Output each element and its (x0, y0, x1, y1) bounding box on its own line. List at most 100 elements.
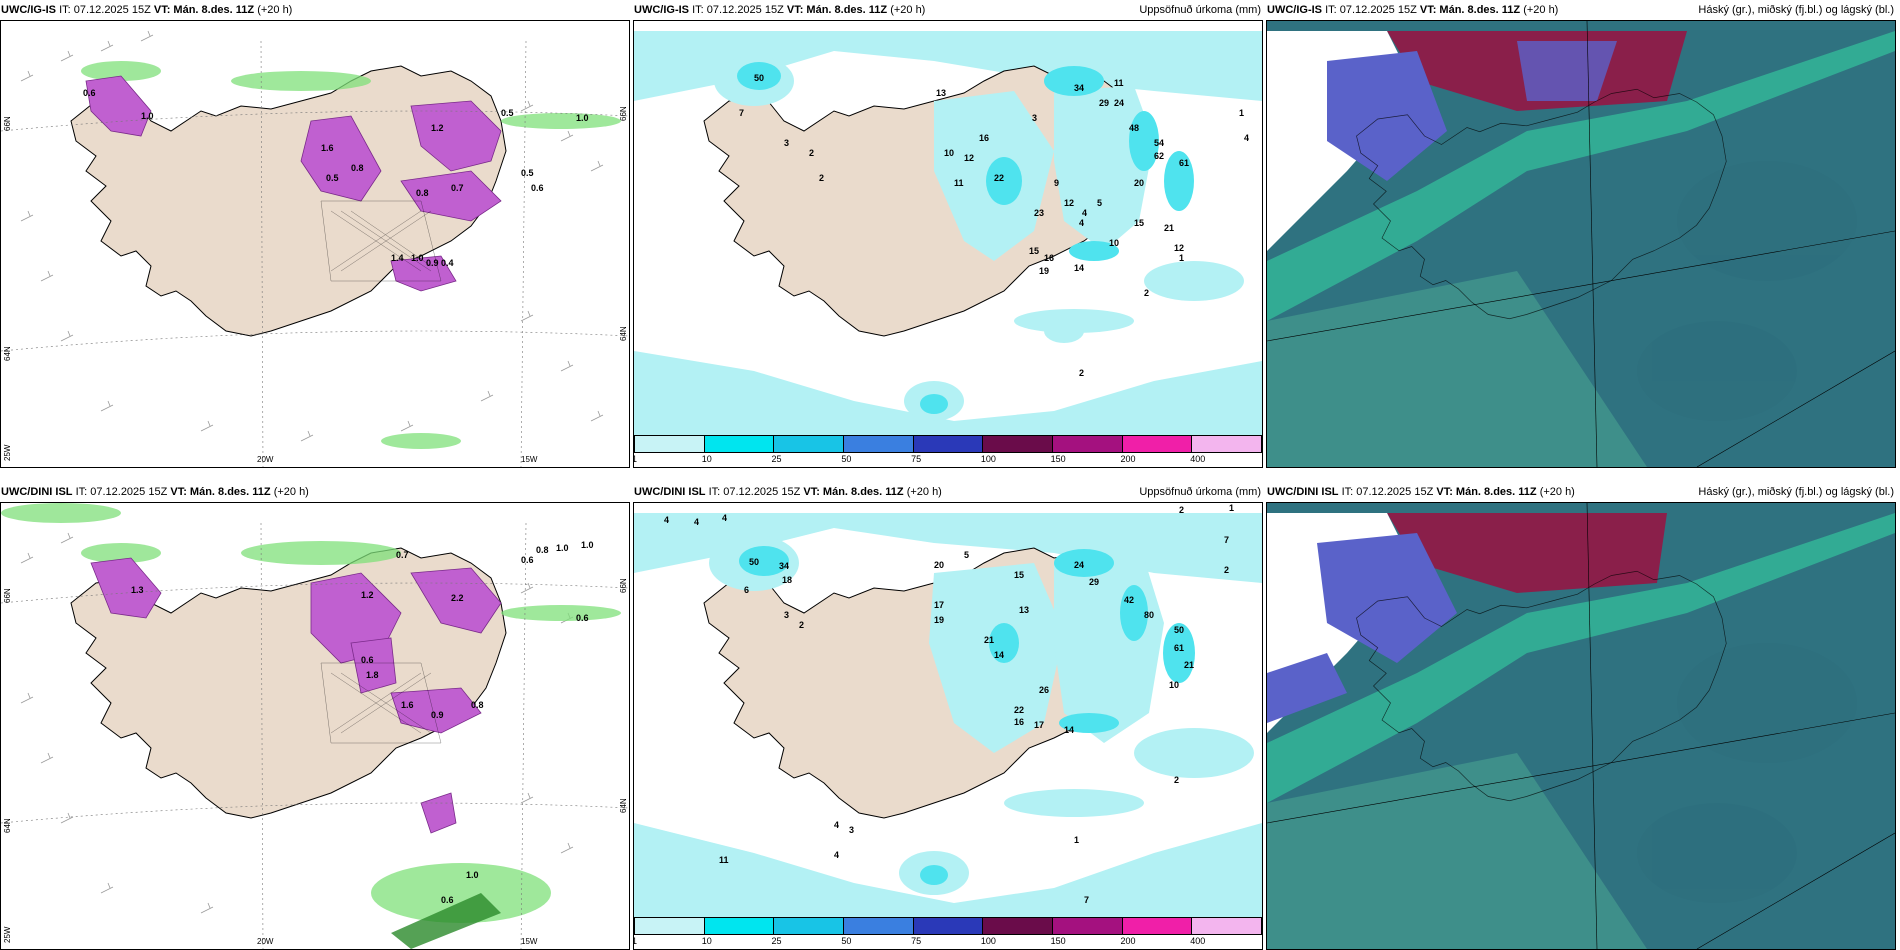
snow-value: 0.5 (521, 168, 534, 178)
snow-value: 1.0 (411, 253, 424, 263)
snow-value: 1.0 (466, 870, 479, 880)
lat-label-right: 64N (619, 798, 628, 813)
snow-value: 0.7 (396, 550, 409, 560)
panel-dini-wind: UWC/DINI ISL IT: 07.12.2025 15Z VT: Mán.… (0, 482, 630, 950)
precip-value: 12 (964, 153, 974, 163)
snow-value: 0.5 (501, 108, 514, 118)
precip-value: 17 (1034, 720, 1044, 730)
snow-value: 1.6 (401, 700, 414, 710)
colorbar-tick: 75 (911, 936, 922, 946)
precip-value: 1 (1239, 108, 1244, 118)
colorbar: 1 10 25 50 75 100 150 200 400 (634, 917, 1262, 949)
colorbar-tick: 1 (634, 454, 637, 464)
precip-value: 4 (1082, 208, 1087, 218)
precip-value: 50 (754, 73, 764, 83)
colorbar-swatch (1053, 918, 1123, 934)
snow-value: 0.6 (83, 88, 96, 98)
precip-value: 21 (1164, 223, 1174, 233)
lat-label-right: 66N (619, 106, 628, 121)
precip-value: 4 (664, 515, 669, 525)
lon-label: 20W (257, 455, 274, 464)
colorbar-swatch (983, 436, 1054, 452)
precip-value: 10 (1109, 238, 1119, 248)
colorbar-swatch (1053, 436, 1123, 452)
precip-value: 16 (1014, 717, 1024, 727)
precip-value: 2 (1179, 505, 1184, 515)
map-frame: 0.6 1.0 0.8 1.0 1.2 2.2 1.3 0.6 1.8 0.9 … (0, 502, 630, 950)
colorbar-tick: 400 (1190, 936, 1206, 946)
snow-value: 1.0 (141, 111, 154, 121)
precip-value: 4 (834, 820, 839, 830)
precip-value: 14 (1064, 725, 1074, 735)
precip-value: 20 (1134, 178, 1144, 188)
precip-value: 3 (784, 610, 789, 620)
panel-ig-clouds: UWC/IG-IS IT: 07.12.2025 15Z VT: Mán. 8.… (1266, 0, 1896, 468)
snow-value: 0.6 (521, 555, 534, 565)
precip-value: 21 (1184, 660, 1194, 670)
colorbar-tick: 10 (701, 454, 712, 464)
map-frame (1266, 20, 1896, 468)
map-frame: 4 4 4 50 34 18 6 3 2 20 5 15 24 29 42 17… (633, 502, 1263, 950)
snow-value: 0.7 (451, 183, 464, 193)
precip-value: 3 (1032, 113, 1037, 123)
wind-snow-map: 0.6 1.0 1.6 0.8 1.2 0.5 0.5 1.0 0.8 0.7 … (1, 21, 629, 467)
panel-ig-wind: UWC/IG-IS IT: 07.12.2025 15Z VT: Mán. 8.… (0, 0, 630, 468)
panel-title: UWC/IG-IS IT: 07.12.2025 15Z VT: Mán. 8.… (1, 4, 293, 16)
precip-value: 11 (954, 178, 964, 188)
precip-value: 10 (944, 148, 954, 158)
clouds-map (1267, 21, 1895, 467)
colorbar-swatch (913, 918, 984, 934)
precip-value: 7 (739, 108, 744, 118)
lon-label: 15W (521, 937, 538, 946)
colorbar-swatch (635, 918, 705, 934)
panel-subtitle: Uppsöfnuð úrkoma (mm) (1139, 4, 1261, 16)
colorbar-swatch (704, 436, 775, 452)
colorbar-swatch (1122, 918, 1193, 934)
precip-value: 42 (1124, 595, 1134, 605)
snow-value: 0.6 (576, 613, 589, 623)
precip-value: 2 (1224, 565, 1229, 575)
precip-value: 1 (1179, 253, 1184, 263)
precip-value: 16 (1044, 253, 1054, 263)
lat-label: 66N (3, 116, 12, 131)
precip-value: 12 (1064, 198, 1074, 208)
precip-value: 1 (1074, 835, 1079, 845)
panel-title: UWC/DINI ISL IT: 07.12.2025 15Z VT: Mán.… (1267, 486, 1575, 498)
precip-value: 10 (1169, 680, 1179, 690)
panel-title: UWC/DINI ISL IT: 07.12.2025 15Z VT: Mán.… (634, 486, 942, 498)
panel-title: UWC/IG-IS IT: 07.12.2025 15Z VT: Mán. 8.… (634, 4, 926, 16)
lat-label-right: 66N (619, 578, 628, 593)
snow-value: 1.3 (131, 585, 144, 595)
precip-value: 19 (1039, 266, 1049, 276)
lat-label: 25W (3, 444, 12, 461)
snow-value: 1.4 (391, 253, 404, 263)
snow-value: 0.6 (441, 895, 454, 905)
colorbar-tick: 150 (1050, 454, 1066, 464)
precip-value: 4 (834, 850, 839, 860)
snow-value: 0.9 (431, 710, 444, 720)
map-frame: 50 7 3 2 2 13 10 12 11 16 22 23 34 29 24… (633, 20, 1263, 468)
snow-value: 0.5 (326, 173, 339, 183)
precip-value: 2 (809, 148, 814, 158)
precip-value: 4 (694, 517, 699, 527)
precip-value: 80 (1144, 610, 1154, 620)
colorbar-tick: 100 (980, 454, 996, 464)
snow-value: 0.8 (416, 188, 429, 198)
precip-value: 50 (1174, 625, 1184, 635)
precip-value: 29 (1089, 577, 1099, 587)
precip-value: 22 (994, 173, 1004, 183)
precip-value: 7 (1084, 895, 1089, 905)
snow-value: 0.8 (351, 163, 364, 173)
colorbar-tick: 1 (634, 936, 637, 946)
lat-label-right: 64N (619, 326, 628, 341)
snow-value: 1.6 (321, 143, 334, 153)
precip-value: 17 (934, 600, 944, 610)
precip-value: 14 (1074, 263, 1084, 273)
colorbar-tick: 25 (771, 936, 782, 946)
precip-value: 9 (1054, 178, 1059, 188)
precip-value: 1 (1229, 503, 1234, 513)
lat-label: 66N (3, 588, 12, 603)
colorbar-tick: 400 (1190, 454, 1206, 464)
colorbar-swatch (1192, 918, 1262, 934)
colorbar-tick: 150 (1050, 936, 1066, 946)
